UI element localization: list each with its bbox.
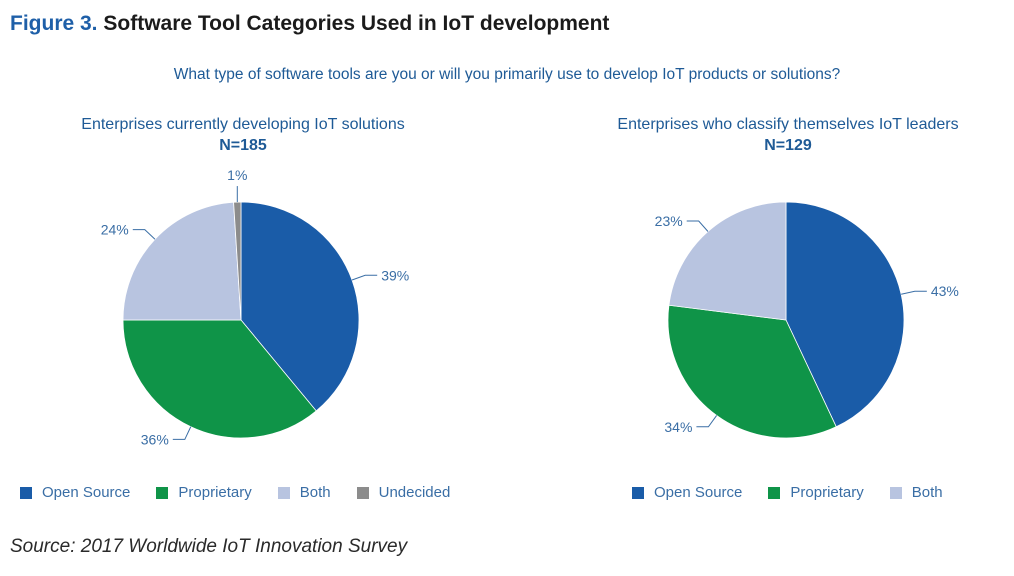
pie-slice-both xyxy=(122,201,242,321)
chart-sample-size: N=129 xyxy=(764,137,812,154)
legend-swatch xyxy=(20,486,32,499)
chart-title: Enterprises currently developing IoT sol… xyxy=(81,116,405,133)
pie-slice-undecided xyxy=(233,201,242,321)
legend-swatch xyxy=(156,486,169,499)
legend-item: Undecided xyxy=(356,484,451,501)
data-label: 39% xyxy=(381,267,409,283)
survey-question: What type of software tools are you or w… xyxy=(173,66,841,83)
legend-label: Proprietary xyxy=(790,484,864,501)
legend-item: Both xyxy=(277,484,331,501)
data-label: 1% xyxy=(227,167,247,183)
legend-label: Both xyxy=(299,484,331,501)
leader-line xyxy=(172,426,192,440)
source-note: Source: 2017 Worldwide IoT Innovation Su… xyxy=(10,536,408,557)
chart-sample-size: N=185 xyxy=(219,137,267,154)
data-label: 43% xyxy=(931,283,959,299)
figure-title: Figure 3. Software Tool Categories Used … xyxy=(10,12,609,36)
legend-label: Both xyxy=(911,484,943,501)
legend-developers: Open Source Proprietary Both Undecided xyxy=(20,484,476,501)
legend-label: Proprietary xyxy=(178,484,252,501)
figure-title-text: Software Tool Categories Used in IoT dev… xyxy=(103,12,610,35)
leader-line xyxy=(686,220,709,232)
chart-header-leaders: Enterprises who classify themselves IoT … xyxy=(572,114,1004,156)
legend-leaders: Open Source Proprietary Both xyxy=(632,484,969,501)
chart-header-developers: Enterprises currently developing IoT sol… xyxy=(28,114,458,156)
legend-swatch xyxy=(768,486,781,499)
leader-line xyxy=(696,415,718,428)
legend-label: Open Source xyxy=(42,484,131,501)
legend-label: Open Source xyxy=(654,484,743,501)
leader-line xyxy=(351,274,378,281)
data-label: 23% xyxy=(655,213,683,229)
legend-label: Undecided xyxy=(378,484,451,501)
legend-swatch xyxy=(356,486,369,499)
legend-swatch xyxy=(889,486,902,499)
legend-swatch xyxy=(632,486,644,499)
data-label: 24% xyxy=(101,222,129,238)
data-label: 34% xyxy=(664,419,692,435)
legend-swatch xyxy=(277,486,290,499)
legend-item: Open Source xyxy=(20,484,130,501)
figure-number: Figure 3. xyxy=(10,12,98,35)
data-label: 36% xyxy=(141,431,169,447)
leader-line xyxy=(132,229,156,240)
legend-item: Proprietary xyxy=(156,484,252,501)
legend-item: Proprietary xyxy=(768,484,864,501)
legend-item: Both xyxy=(889,484,943,501)
leader-line xyxy=(901,290,927,295)
legend-item: Open Source xyxy=(632,484,742,501)
chart-title: Enterprises who classify themselves IoT … xyxy=(617,116,959,133)
pie-slice-both xyxy=(668,201,787,321)
